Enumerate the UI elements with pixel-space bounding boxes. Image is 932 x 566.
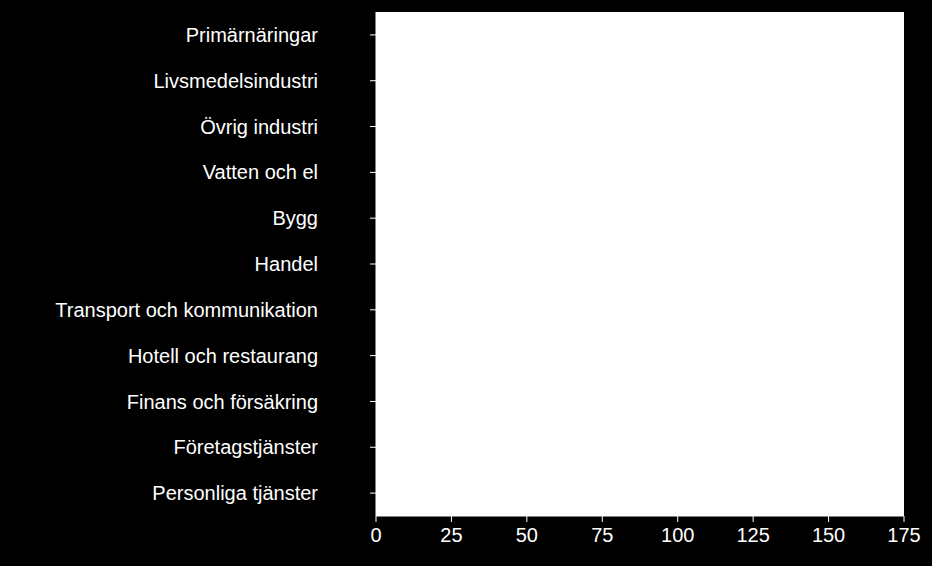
svg-text:75: 75 xyxy=(591,524,613,546)
svg-text:Övrig industri: Övrig industri xyxy=(200,116,318,138)
svg-text:0: 0 xyxy=(370,524,381,546)
svg-text:Handel: Handel xyxy=(255,253,318,275)
svg-text:150: 150 xyxy=(812,524,845,546)
svg-text:Finans och försäkring: Finans och försäkring xyxy=(127,391,318,413)
svg-text:Personliga tjänster: Personliga tjänster xyxy=(152,482,318,504)
svg-text:Primärnäringar: Primärnäringar xyxy=(186,24,319,46)
svg-text:Livsmedelsindustri: Livsmedelsindustri xyxy=(153,70,318,92)
svg-text:50: 50 xyxy=(516,524,538,546)
svg-text:125: 125 xyxy=(736,524,769,546)
svg-text:Hotell och restaurang: Hotell och restaurang xyxy=(128,345,318,367)
svg-text:Företagstjänster: Företagstjänster xyxy=(173,436,318,458)
svg-text:100: 100 xyxy=(661,524,694,546)
svg-text:25: 25 xyxy=(440,524,462,546)
svg-text:Bygg: Bygg xyxy=(272,207,318,229)
svg-text:Vatten och el: Vatten och el xyxy=(203,161,318,183)
svg-text:Transport och kommunikation: Transport och kommunikation xyxy=(55,299,318,321)
svg-text:175: 175 xyxy=(887,524,920,546)
